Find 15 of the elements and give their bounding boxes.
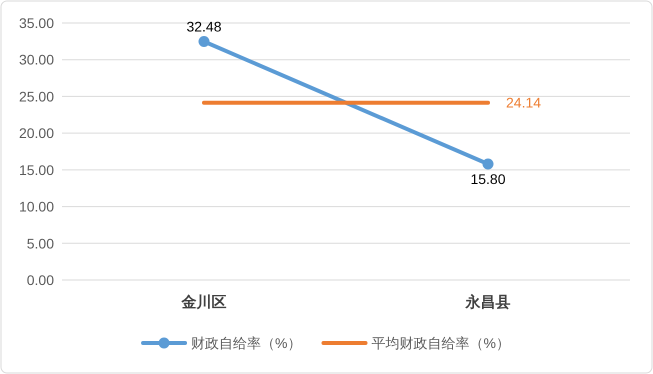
x-tick-label: 金川区 — [180, 294, 226, 311]
y-tick-label: 20.00 — [18, 125, 54, 142]
y-tick-label: 30.00 — [18, 52, 54, 68]
y-tick-label: 10.00 — [18, 198, 54, 215]
y-tick-label: 25.00 — [18, 88, 54, 104]
y-tick-label: 0.00 — [26, 272, 54, 288]
y-tick-label: 15.00 — [18, 162, 54, 178]
legend-label: 平均财政自给率（%） — [372, 335, 510, 351]
legend-label: 财政自给率（%） — [191, 335, 302, 351]
y-tick-label: 5.00 — [26, 235, 54, 252]
data-label: 15.80 — [470, 170, 506, 187]
x-tick-label: 永昌县 — [464, 293, 510, 311]
data-label: 32.48 — [186, 18, 222, 35]
y-tick-label: 35.00 — [18, 15, 54, 31]
data-label: 24.14 — [506, 94, 542, 111]
